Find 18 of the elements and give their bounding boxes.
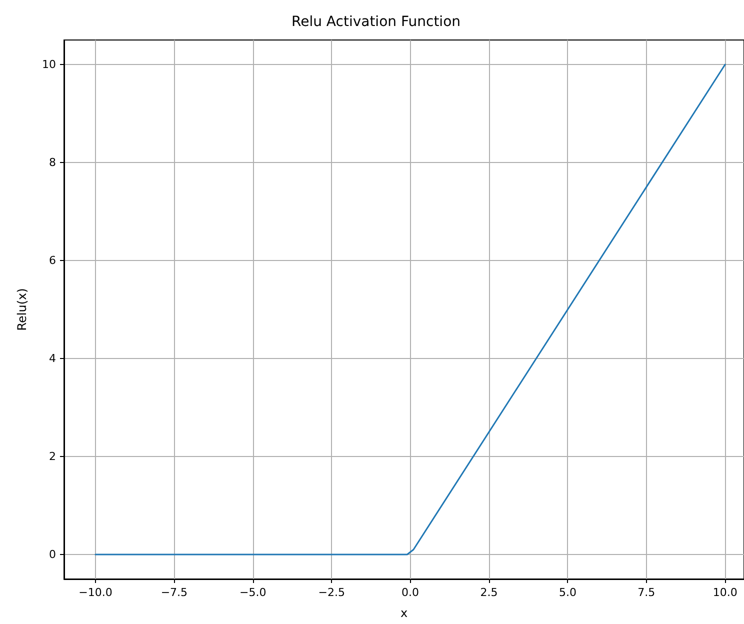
- y-tick-label: 2: [49, 450, 56, 463]
- x-tick-label: −2.5: [318, 586, 345, 599]
- x-tick-label: 2.5: [480, 586, 498, 599]
- y-tick-label: 8: [49, 156, 56, 169]
- x-axis-title: x: [400, 606, 408, 620]
- x-tick-label: 10.0: [712, 586, 738, 599]
- x-tick-label: −10.0: [78, 586, 112, 599]
- y-tick-label: 10: [42, 58, 56, 71]
- x-tick-label: −5.0: [240, 586, 266, 599]
- x-tick-label: 5.0: [558, 586, 576, 599]
- x-tick-label: −7.5: [160, 586, 188, 599]
- y-tick-label: 4: [49, 352, 56, 365]
- y-tick-label: 0: [49, 548, 56, 561]
- chart-title: Relu Activation Function: [291, 14, 461, 30]
- y-axis-title: Relu(x): [15, 288, 29, 331]
- x-tick-label: 0.0: [402, 586, 420, 599]
- y-tick-label: 6: [49, 254, 56, 267]
- x-tick-label: 7.5: [638, 586, 656, 599]
